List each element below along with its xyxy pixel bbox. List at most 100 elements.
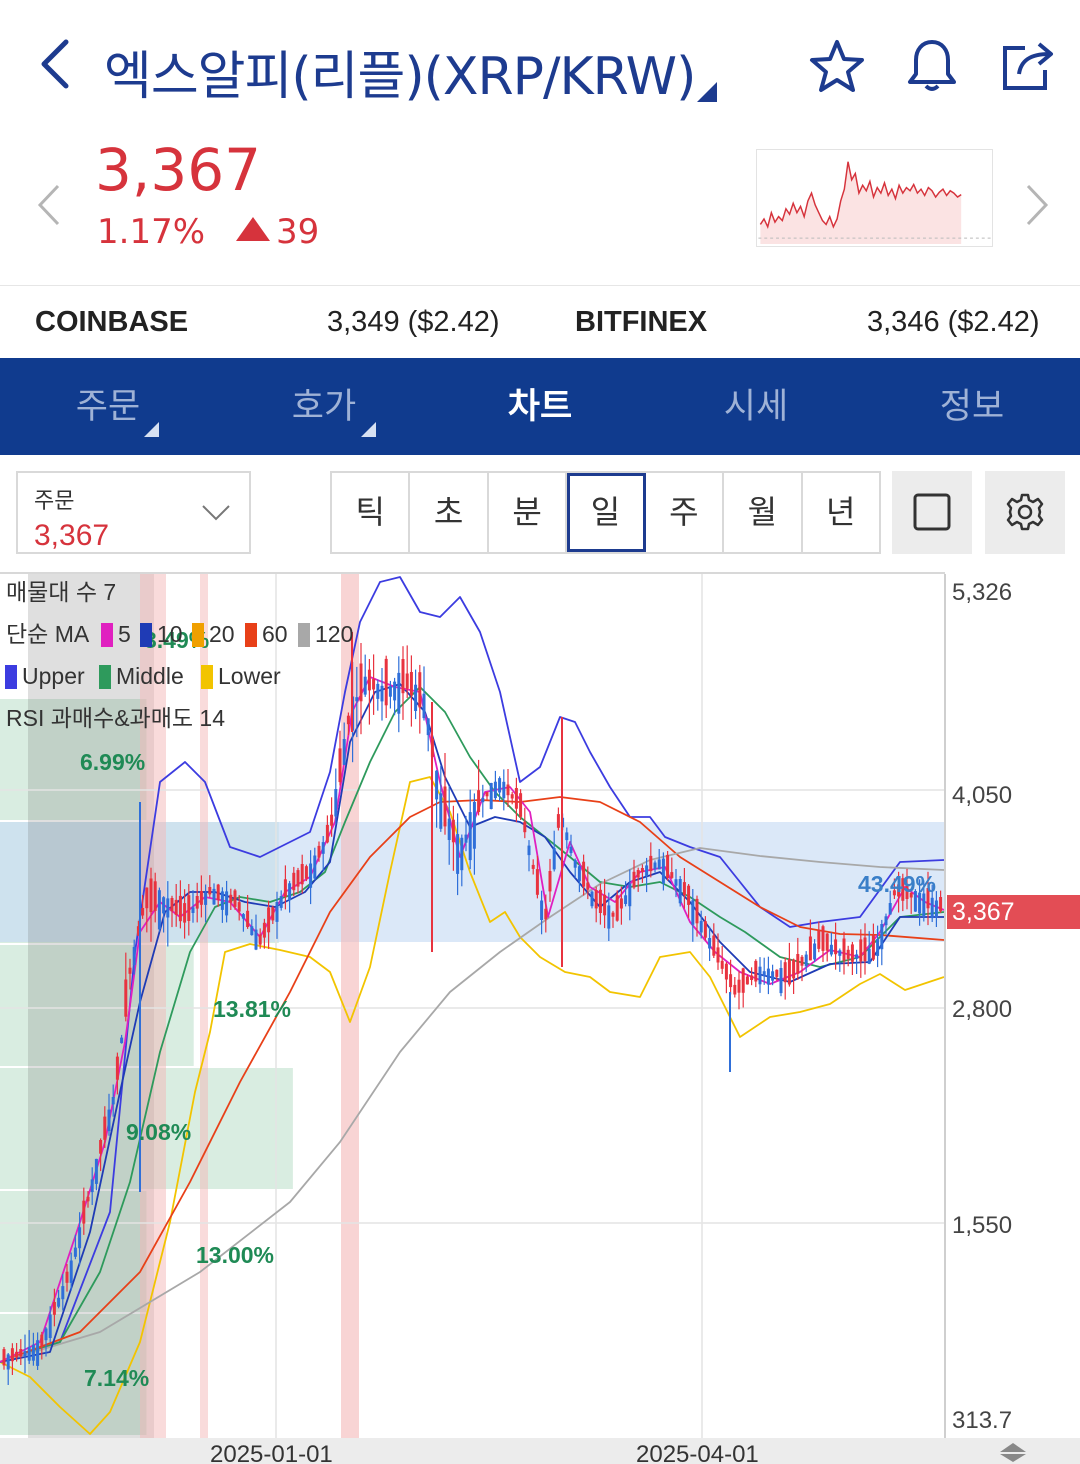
candle-body <box>657 859 661 870</box>
candle-body <box>624 895 628 904</box>
tab-quotes[interactable]: 시세 <box>723 387 789 426</box>
sparkline-chart[interactable] <box>756 149 993 247</box>
tab-orderbook[interactable]: 호가 <box>216 358 432 455</box>
tab-chart[interactable]: 차트 <box>507 387 573 426</box>
candle-body <box>918 892 922 914</box>
page-title[interactable]: 엑스알피(리플)(XRP/KRW) <box>104 47 696 107</box>
settings-button[interactable] <box>985 471 1065 554</box>
candle-body <box>510 794 514 799</box>
candle-body <box>220 891 224 910</box>
period-second[interactable]: 초 <box>410 473 489 552</box>
candle-body <box>582 861 586 887</box>
candle-body <box>619 898 623 909</box>
candle-body <box>166 898 170 918</box>
candle-body <box>649 855 653 872</box>
candle-body <box>607 905 611 929</box>
candle-body <box>199 891 203 905</box>
candle-body <box>695 898 699 924</box>
candle-body <box>892 890 896 896</box>
candle-body <box>569 846 573 854</box>
candle-body <box>82 1200 86 1224</box>
candle-body <box>838 950 842 956</box>
next-arrow-icon[interactable] <box>1022 180 1052 230</box>
candle-body <box>136 926 140 936</box>
candle-body <box>783 962 787 983</box>
candle-body <box>212 888 216 905</box>
candle-body <box>31 1344 35 1361</box>
order-dropdown[interactable]: 주문 3,367 <box>16 471 251 554</box>
candle-body <box>745 976 749 985</box>
back-arrow-icon[interactable] <box>30 32 80 96</box>
period-month[interactable]: 월 <box>724 473 803 552</box>
candle-body <box>493 781 497 799</box>
candle-body <box>233 890 237 907</box>
star-icon[interactable] <box>805 34 869 98</box>
candle-body <box>884 916 888 926</box>
legend-swatch <box>5 665 17 689</box>
candle-body <box>397 672 401 714</box>
candle-body <box>632 871 636 888</box>
candle-body <box>523 821 527 833</box>
fullscreen-button[interactable] <box>892 471 972 554</box>
candle-body <box>338 748 342 783</box>
candle-body <box>880 924 884 950</box>
period-year[interactable]: 년 <box>826 493 856 531</box>
candle-body <box>804 954 808 967</box>
period-week[interactable]: 주 <box>646 473 725 552</box>
candle-body <box>275 902 279 922</box>
price-chart[interactable]: 5,326 4,050 2,800 1,550 313.7 3,367 2025… <box>0 572 1080 1464</box>
period-tick[interactable]: 틱 <box>332 473 411 552</box>
change-amount: 39 <box>236 212 319 252</box>
candle-body <box>792 959 796 979</box>
candle-body <box>867 948 871 964</box>
candle-body <box>258 934 262 945</box>
chart-legend: 매물대 수 7 단순 MA 5 10 20 60 120 Upper Middl… <box>5 579 353 731</box>
share-icon[interactable] <box>995 34 1059 98</box>
candle-body <box>317 845 321 858</box>
legend-swatch <box>245 623 257 647</box>
period-day[interactable]: 일 <box>567 473 646 552</box>
title-dropdown-caret-icon[interactable] <box>697 82 717 102</box>
scroll-handle-icon[interactable] <box>1000 1443 1026 1462</box>
candle-body <box>787 959 791 985</box>
candle-body <box>330 814 334 826</box>
candle-body <box>540 900 544 920</box>
prev-arrow-icon[interactable] <box>34 180 64 230</box>
x-tick-label: 2025-04-01 <box>636 1441 759 1464</box>
candle-body <box>737 979 741 993</box>
price-summary: 3,367 1.17% 39 <box>0 130 1080 285</box>
candle-body <box>372 679 376 690</box>
candle-body <box>724 963 728 980</box>
candle-body <box>909 892 913 898</box>
candle-body <box>443 786 447 827</box>
exchange-prices: COINBASE 3,349 ($2.42) BITFINEX 3,346 ($… <box>0 285 1080 358</box>
legend-swatch <box>192 623 204 647</box>
candle-body <box>384 658 388 706</box>
current-price: 3,367 <box>95 136 262 204</box>
current-price-tag <box>947 895 1080 929</box>
candle-body <box>355 697 359 702</box>
candle-body <box>409 672 413 696</box>
period-minute[interactable]: 분 <box>489 473 568 552</box>
candle-body <box>800 956 804 966</box>
candle-body <box>376 683 380 699</box>
candle-body <box>52 1302 56 1315</box>
candle-body <box>346 715 350 725</box>
bollinger-middle-line <box>0 686 945 1363</box>
selection-shade <box>28 574 154 1438</box>
candle-body <box>472 802 476 849</box>
tab-order[interactable]: 주문 <box>0 358 216 455</box>
tab-info[interactable]: 정보 <box>939 387 1005 426</box>
candle-body <box>758 966 762 985</box>
candle-body <box>535 869 539 895</box>
candle-body <box>69 1260 73 1283</box>
candle-body <box>225 891 229 916</box>
candle-body <box>464 834 468 843</box>
volume-profile-label: 13.00% <box>196 1242 274 1268</box>
candle-body <box>23 1351 27 1357</box>
exchange-name: BITFINEX <box>575 306 708 338</box>
candle-body <box>666 854 670 879</box>
bell-icon[interactable] <box>900 34 964 98</box>
candle-body <box>393 681 397 701</box>
candle-body <box>876 939 880 956</box>
